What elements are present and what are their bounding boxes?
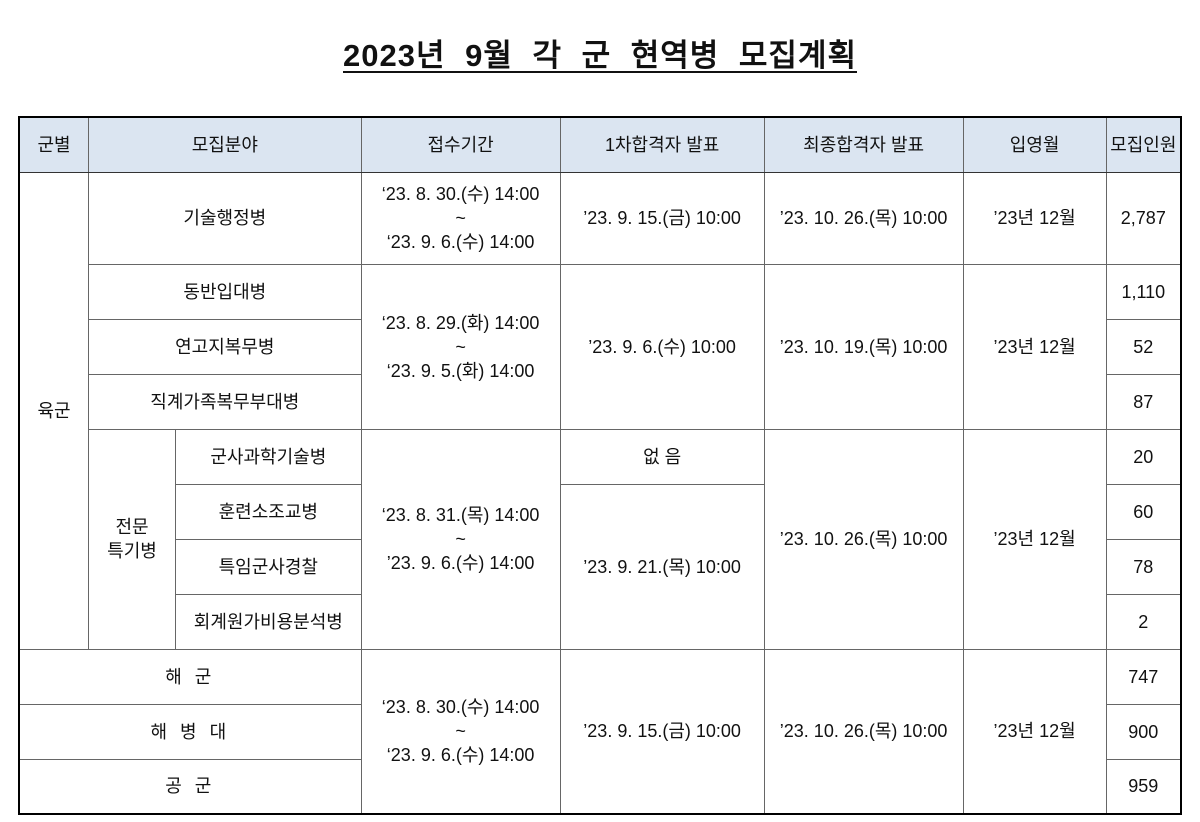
count: 60 <box>1105 483 1182 540</box>
header-count: 모집인원 <box>1105 116 1182 173</box>
final-announce: ’23. 10. 19.(목) 10:00 <box>763 263 964 430</box>
count: 900 <box>1105 703 1182 760</box>
field: 특임군사경찰 <box>175 538 362 595</box>
enlist-month: ’23년 12월 <box>962 263 1107 430</box>
table-row: 특임군사경찰 78 <box>19 538 1182 595</box>
count: 2,787 <box>1105 171 1182 265</box>
first-announce: ’23. 9. 15.(금) 10:00 <box>559 648 765 815</box>
table-row: 육군 기술행정병 ‘23. 8. 30.(수) 14:00 ~ ‘23. 9. … <box>18 171 1182 650</box>
table-row: 해 군 ‘23. 8. 30.(수) 14:00 ~ ‘23. 9. 6.(수)… <box>18 648 1182 815</box>
field: 훈련소조교병 <box>175 483 362 540</box>
branch-airforce: 공 군 <box>18 758 362 815</box>
count: 52 <box>1105 318 1182 375</box>
header-branch: 군별 <box>18 116 89 173</box>
header-first: 1차합격자 발표 <box>559 116 765 173</box>
enlist-month: ’23년 12월 <box>962 171 1107 265</box>
table-row: 연고지복무병 52 <box>19 318 1182 375</box>
header-row: 군별 모집분야 접수기간 1차합격자 발표 최종합격자 발표 입영월 모집인원 <box>18 116 1182 173</box>
first-announce: ’23. 9. 6.(수) 10:00 <box>559 263 765 430</box>
table-row: 해 병 대 900 <box>18 703 1182 760</box>
first-announce: ’23. 9. 21.(목) 10:00 <box>559 483 765 650</box>
table-row: 회계원가비용분석병 2 <box>19 593 1182 650</box>
first-announce: ’23. 9. 15.(금) 10:00 <box>559 171 765 265</box>
table-row: 공 군 959 <box>18 758 1182 815</box>
header-enlist: 입영월 <box>962 116 1107 173</box>
table-row: 훈련소조교병 ’23. 9. 21.(목) 10:00 60 <box>19 483 1182 650</box>
count: 87 <box>1105 373 1182 430</box>
table-row: 직계가족복무부대병 87 <box>19 373 1182 430</box>
field: 군사과학기술병 <box>175 428 362 485</box>
enlist-month: ’23년 12월 <box>962 428 1107 650</box>
branch-marines: 해 병 대 <box>18 703 362 760</box>
period: ‘23. 8. 29.(화) 14:00 ~ ‘23. 9. 5.(화) 14:… <box>360 263 561 430</box>
table-row: 동반입대병 ‘23. 8. 29.(화) 14:00 ~ ‘23. 9. 5.(… <box>19 263 1182 430</box>
title-text: 2023년 9월 각 군 현역병 모집계획 <box>343 38 857 73</box>
field: 직계가족복무부대병 <box>88 373 362 430</box>
count: 78 <box>1105 538 1182 595</box>
branch-navy: 해 군 <box>18 648 362 705</box>
table-row: 전문 특기병 군사과학기술병 ‘23. 8. 31.(목) 14:00 ~ ’2… <box>19 428 1182 650</box>
count: 2 <box>1105 593 1182 650</box>
period: ‘23. 8. 30.(수) 14:00 ~ ‘23. 9. 6.(수) 14:… <box>360 171 561 265</box>
field: 연고지복무병 <box>88 318 362 375</box>
final-announce: ’23. 10. 26.(목) 10:00 <box>763 171 964 265</box>
header-final: 최종합격자 발표 <box>763 116 964 173</box>
recruitment-table: 군별 모집분야 접수기간 1차합격자 발표 최종합격자 발표 입영월 모집인원 … <box>18 116 1182 815</box>
specialist-group: 전문 특기병 <box>88 428 176 650</box>
field: 기술행정병 <box>88 171 362 265</box>
header-period: 접수기간 <box>360 116 561 173</box>
period: ‘23. 8. 30.(수) 14:00 ~ ‘23. 9. 6.(수) 14:… <box>360 648 561 815</box>
branch-army: 육군 <box>18 171 89 650</box>
enlist-month: ’23년 12월 <box>962 648 1107 815</box>
count: 20 <box>1105 428 1182 485</box>
header-field: 모집분야 <box>88 116 362 173</box>
field: 회계원가비용분석병 <box>175 593 362 650</box>
page-title: 2023년 9월 각 군 현역병 모집계획 <box>0 30 1200 75</box>
final-announce: ’23. 10. 26.(목) 10:00 <box>763 648 964 815</box>
first-announce: 없 음 <box>559 428 765 485</box>
count: 1,110 <box>1105 263 1182 320</box>
count: 959 <box>1105 758 1182 815</box>
period: ‘23. 8. 31.(목) 14:00 ~ ’23. 9. 6.(수) 14:… <box>360 428 561 650</box>
final-announce: ’23. 10. 26.(목) 10:00 <box>763 428 964 650</box>
field: 동반입대병 <box>88 263 362 320</box>
count: 747 <box>1105 648 1182 705</box>
